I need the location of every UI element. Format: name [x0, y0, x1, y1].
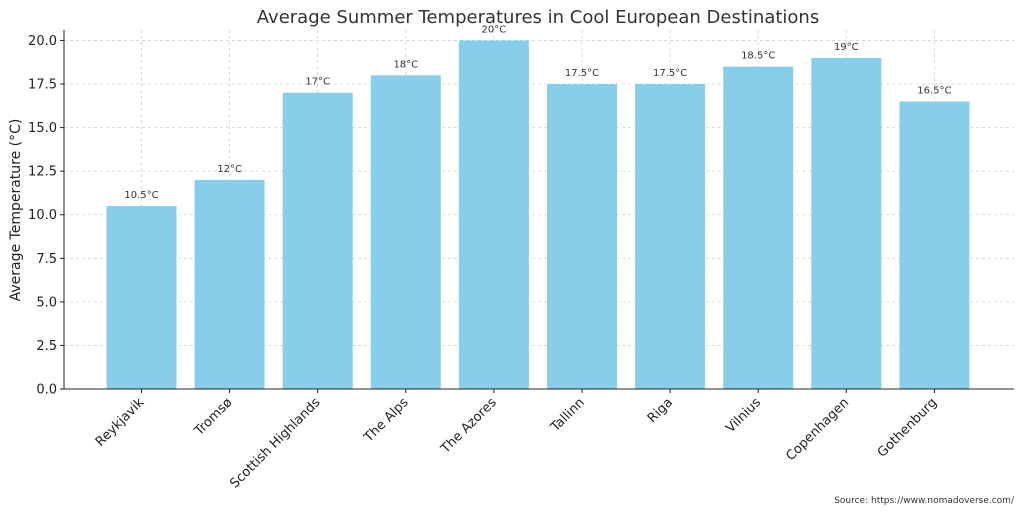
- y-tick-label: 7.5: [36, 252, 57, 267]
- data-label: 20°C: [482, 24, 507, 35]
- x-tick-label: Riga: [645, 395, 676, 426]
- y-ticks: 0.0 2.5 5.0 7.5 10.0 12.5 15.0 17.5 20.0: [28, 34, 64, 398]
- bar-4: [458, 40, 529, 390]
- y-axis-label: Average Temperature (°C): [8, 119, 24, 302]
- x-tick-label: Tallinn: [547, 395, 587, 435]
- x-tick-label: Scottish Highlands: [227, 395, 323, 491]
- y-tick-label: 12.5: [28, 165, 57, 180]
- bar-6: [635, 84, 706, 390]
- data-label: 10.5°C: [124, 190, 158, 201]
- data-labels: 10.5°C 12°C 17°C 18°C 20°C 17.5°C 17.5°C 18.5°C…: [124, 24, 951, 201]
- data-label: 19°C: [834, 42, 859, 53]
- y-tick-label: 15.0: [28, 121, 57, 136]
- data-label: 17.5°C: [565, 68, 599, 79]
- bars: [106, 40, 970, 390]
- bar-8: [811, 57, 882, 390]
- bar-7: [723, 66, 794, 390]
- bar-5: [547, 84, 617, 390]
- data-label: 12°C: [217, 164, 242, 175]
- data-label: 18°C: [393, 59, 418, 70]
- chart-title: Average Summer Temperatures in Cool Euro…: [257, 7, 819, 28]
- data-label: 18.5°C: [741, 51, 775, 62]
- y-tick-label: 20.0: [28, 34, 57, 49]
- bar-2: [282, 92, 353, 390]
- bar-3: [370, 75, 441, 390]
- y-tick-label: 17.5: [28, 78, 57, 93]
- x-tick-label: Gothenburg: [875, 395, 940, 460]
- x-tick-label: Tromsø: [191, 395, 235, 439]
- data-label: 16.5°C: [917, 85, 951, 96]
- y-tick-label: 2.5: [36, 339, 57, 354]
- source-note: Source: https://www.nomadoverse.com/: [834, 496, 1014, 506]
- y-tick-label: 0.0: [36, 383, 57, 398]
- x-tick-label: Vilnius: [723, 395, 764, 436]
- y-tick-label: 10.0: [28, 208, 57, 223]
- axes: [63, 30, 1014, 390]
- bar-0: [106, 206, 177, 389]
- y-tick-label: 5.0: [36, 295, 57, 310]
- x-tick-label: The Alps: [361, 395, 412, 446]
- data-label: 17.5°C: [653, 68, 687, 79]
- x-tick-label: Reykjavik: [93, 395, 148, 450]
- bar-1: [194, 179, 265, 389]
- bar-9: [899, 101, 970, 390]
- x-tick-label: The Azores: [438, 395, 500, 457]
- x-tick-label: Copenhagen: [783, 395, 852, 464]
- data-label: 17°C: [305, 77, 330, 88]
